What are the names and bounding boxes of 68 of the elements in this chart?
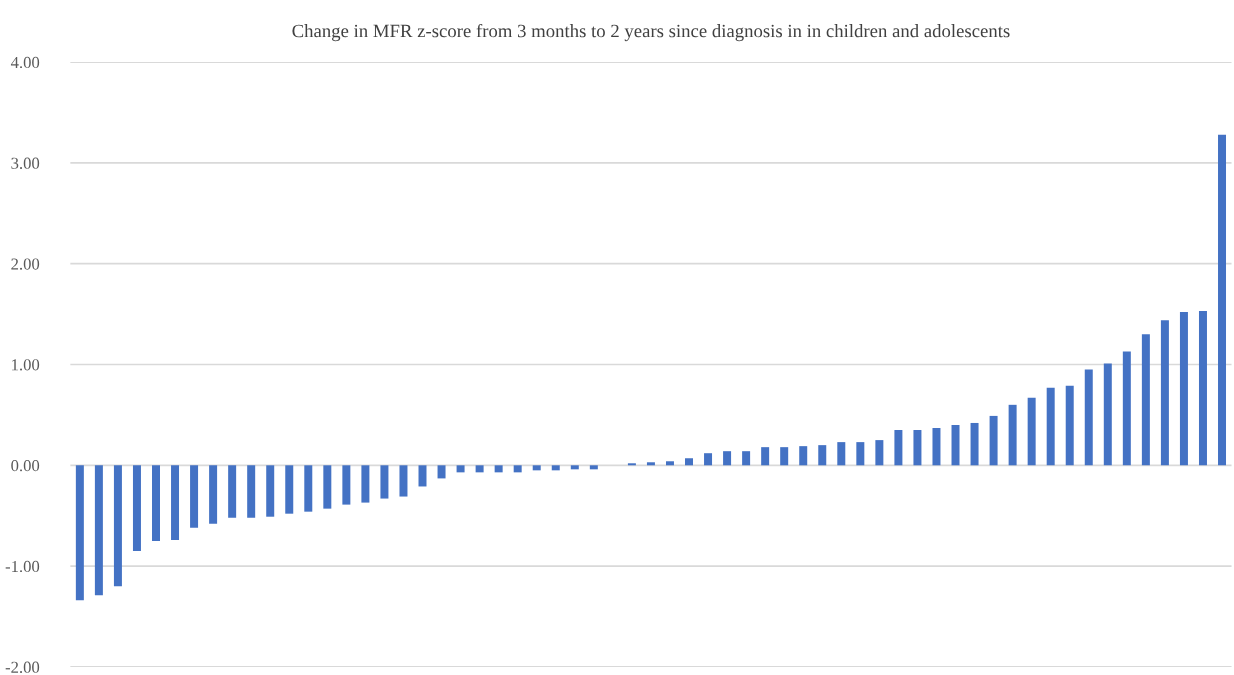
- bar: [913, 430, 922, 466]
- bar: [190, 465, 199, 528]
- bar: [532, 465, 541, 471]
- bar: [761, 447, 770, 466]
- bar: [665, 461, 674, 466]
- bar: [837, 442, 846, 466]
- bar: [1179, 312, 1188, 466]
- bar: [132, 465, 141, 551]
- y-tick-label: 3.00: [11, 157, 40, 169]
- y-tick-label: 0.00: [11, 460, 40, 472]
- bar: [399, 465, 408, 497]
- bar: [247, 465, 256, 518]
- bar: [951, 424, 960, 466]
- bar: [1046, 387, 1055, 466]
- bar: [266, 465, 275, 517]
- bar: [437, 465, 446, 479]
- bar: [1084, 369, 1093, 466]
- bar: [228, 465, 237, 518]
- bar: [304, 465, 313, 512]
- bar: [1218, 134, 1227, 466]
- bar: [475, 465, 484, 473]
- bar: [646, 462, 655, 466]
- bar: [494, 465, 503, 473]
- bar: [818, 445, 827, 466]
- bar: [456, 465, 465, 473]
- bar: [1027, 397, 1036, 466]
- bar: [285, 465, 294, 514]
- bar: [171, 465, 180, 540]
- bar: [361, 465, 370, 503]
- chart-title: Change in MFR z-score from 3 months to 2 years since diagnosis in in children and adolescents: [292, 23, 1010, 42]
- bar: [723, 451, 732, 466]
- y-tick-label: 2.00: [11, 258, 40, 270]
- bar: [1065, 385, 1074, 466]
- bar: [1122, 351, 1131, 466]
- bar: [589, 465, 598, 470]
- bar: [551, 465, 560, 471]
- bar: [1198, 311, 1207, 466]
- bar: [1160, 320, 1169, 466]
- bar: [209, 465, 218, 524]
- bar: [685, 458, 693, 466]
- bar: [856, 442, 865, 466]
- bar: [875, 440, 884, 466]
- y-tick-label: 4.00: [10, 56, 40, 69]
- bar: [513, 465, 522, 473]
- bar: [780, 447, 789, 466]
- bar: [342, 465, 351, 505]
- bar: [1103, 363, 1112, 466]
- bar: [75, 465, 84, 601]
- bar: [989, 415, 998, 466]
- bar: [152, 465, 160, 541]
- bar: [970, 422, 979, 466]
- bar: [418, 465, 427, 487]
- bar: [1141, 334, 1150, 466]
- bar: [799, 446, 808, 466]
- bar: [932, 428, 941, 466]
- bar: [323, 465, 332, 509]
- y-tick-label: 1.00: [12, 359, 40, 371]
- y-tick-label: -1.00: [5, 560, 40, 573]
- bar: [380, 465, 389, 499]
- bar: [1008, 404, 1017, 466]
- bar: [627, 463, 636, 466]
- y-tick-label: -2.00: [5, 661, 40, 673]
- bar: [742, 451, 751, 466]
- bar: [113, 465, 122, 587]
- bar: [704, 453, 713, 466]
- bar: [94, 465, 103, 596]
- bar: [570, 465, 579, 470]
- bar: [894, 430, 903, 466]
